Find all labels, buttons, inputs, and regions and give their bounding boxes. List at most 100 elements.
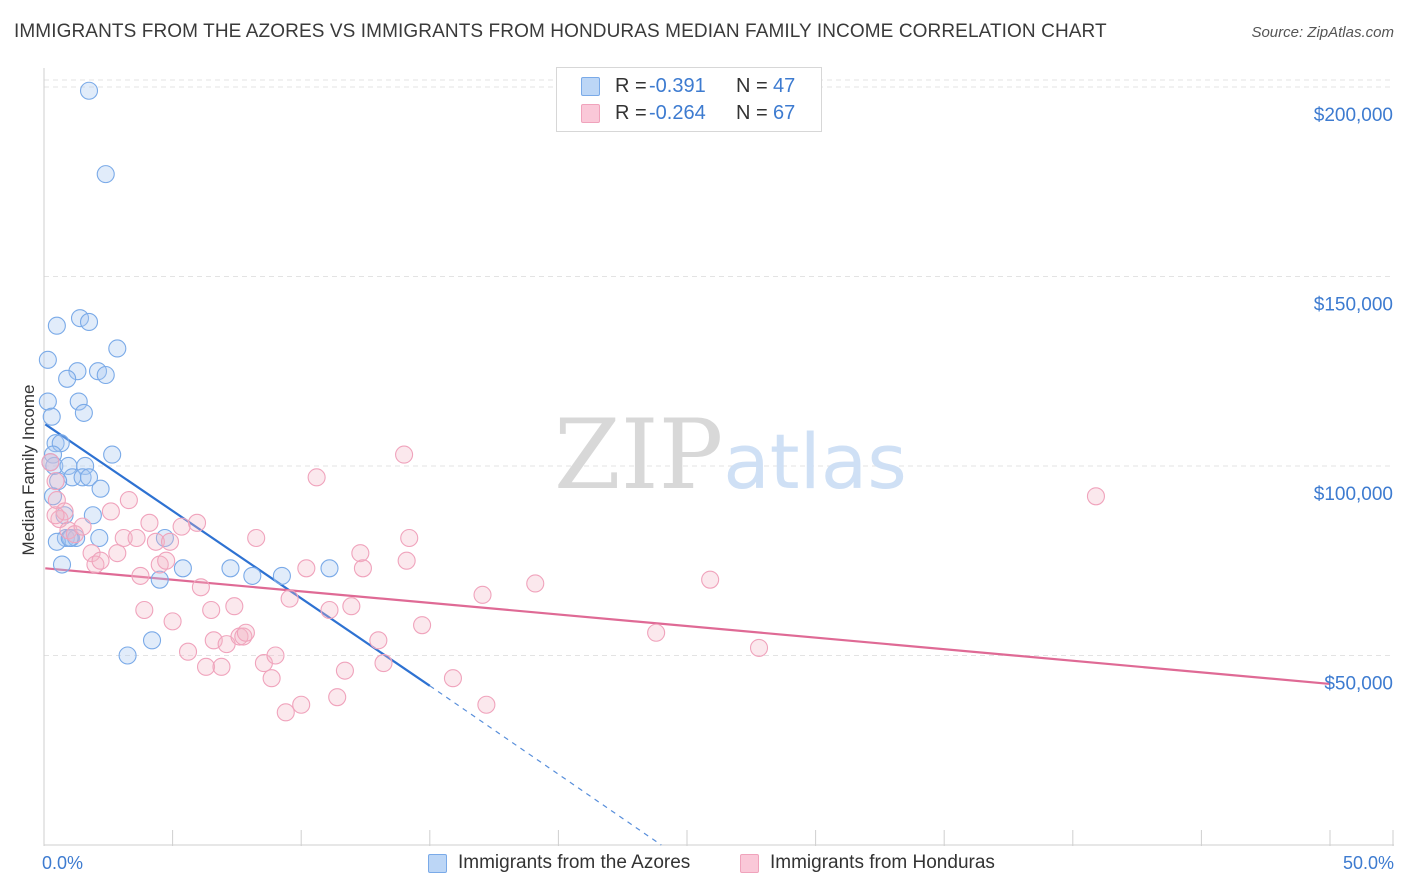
y-axis-label: Median Family Income	[19, 384, 38, 555]
n-label: N =	[736, 75, 768, 97]
azores-point	[221, 559, 240, 578]
honduras-point	[1086, 487, 1105, 506]
azores-point	[173, 559, 192, 578]
honduras-point	[335, 661, 354, 680]
tick-labels: $50,000 $100,000 $150,000 $200,000 0.0% 50.0%	[42, 105, 1394, 873]
azores-point	[38, 350, 57, 369]
azores-point	[58, 369, 77, 388]
y-tick-label: $100,000	[1314, 484, 1393, 505]
honduras-point	[280, 589, 299, 608]
azores-point	[118, 646, 137, 665]
honduras-point	[131, 566, 150, 585]
honduras-point	[351, 544, 370, 563]
honduras-n-value: 67	[773, 102, 796, 124]
azores-point	[79, 312, 99, 331]
azores-legend-label: Immigrants from the Azores	[458, 852, 691, 873]
honduras-point	[247, 528, 266, 548]
azores-point	[320, 559, 339, 578]
honduras-point	[400, 528, 419, 548]
honduras-point	[266, 646, 285, 665]
azores-point	[142, 631, 162, 650]
azores-point	[38, 392, 57, 411]
y-tick-label: $50,000	[1324, 673, 1393, 694]
honduras-swatch	[581, 104, 600, 123]
trend-lines	[44, 423, 1331, 846]
azores-point	[69, 392, 88, 411]
honduras-point	[297, 559, 316, 578]
azores-point	[96, 365, 115, 385]
honduras-point	[196, 657, 216, 676]
honduras-point	[701, 570, 720, 589]
honduras-point	[292, 695, 311, 714]
honduras-point	[212, 657, 231, 676]
azores-point	[83, 506, 102, 525]
honduras-point	[374, 654, 393, 673]
azores-point	[73, 468, 92, 487]
watermark: ZIPatlas	[554, 399, 907, 511]
honduras-point	[65, 525, 84, 544]
y-tick-label: $200,000	[1314, 105, 1393, 126]
honduras-point	[119, 491, 138, 510]
honduras-point	[443, 669, 462, 688]
honduras-point	[307, 468, 326, 487]
honduras-point	[46, 506, 65, 525]
honduras-legend-label: Immigrants from Honduras	[770, 852, 995, 873]
honduras-point	[157, 551, 176, 570]
honduras-point	[73, 517, 92, 536]
honduras-point	[328, 688, 347, 707]
azores-point	[243, 566, 262, 585]
honduras-point	[473, 585, 492, 604]
source-label: Source: ZipAtlas.com	[1251, 24, 1394, 41]
azores-point	[96, 165, 115, 184]
honduras-r-value: -0.264	[649, 102, 706, 124]
honduras-point	[178, 642, 198, 661]
honduras-point	[140, 513, 159, 532]
honduras-point	[160, 532, 180, 551]
r-label: R =	[615, 75, 647, 97]
honduras-point	[91, 551, 110, 570]
azores-point	[46, 434, 65, 453]
honduras-point	[369, 631, 388, 650]
honduras-point	[101, 502, 120, 521]
stats-legend: R = -0.391 N = 47 R = -0.264 N = 67	[556, 67, 822, 132]
azores-point	[79, 468, 99, 487]
azores-swatch	[581, 77, 600, 96]
watermark-zip: ZIP	[554, 399, 723, 511]
azores-point	[272, 566, 291, 585]
honduras-point	[163, 612, 182, 631]
honduras-point	[397, 551, 416, 570]
honduras-point	[172, 517, 191, 536]
azores-point	[70, 309, 90, 328]
x-tick-label-min: 0.0%	[42, 853, 83, 873]
azores-point	[52, 555, 72, 574]
azores-point	[150, 570, 169, 589]
honduras-point	[114, 528, 133, 548]
honduras-point	[191, 578, 210, 597]
azores-point	[47, 316, 66, 335]
honduras-trend-line	[45, 567, 1331, 686]
honduras-point	[647, 623, 666, 642]
honduras-point	[225, 597, 244, 616]
honduras-point	[202, 600, 221, 620]
honduras-point	[353, 559, 372, 578]
honduras-point	[108, 544, 127, 563]
honduras-point	[262, 669, 281, 688]
y-tick-label: $150,000	[1314, 294, 1393, 315]
honduras-point	[526, 574, 545, 593]
honduras-point	[41, 453, 60, 472]
honduras-point	[46, 472, 65, 491]
honduras-point	[146, 532, 165, 551]
azores-trend-extension	[429, 685, 662, 846]
honduras-point	[320, 600, 339, 620]
chart-title: IMMIGRANTS FROM THE AZORES VS IMMIGRANTS…	[14, 21, 1107, 42]
azores-n-value: 47	[773, 75, 796, 97]
azores-point	[91, 479, 110, 498]
azores-point	[103, 445, 122, 464]
azores-trend-line	[44, 423, 431, 687]
honduras-point	[236, 623, 255, 642]
n-label: N =	[736, 102, 768, 124]
azores-point	[108, 339, 127, 358]
azores-legend-swatch	[428, 854, 447, 873]
honduras-point	[342, 597, 361, 616]
